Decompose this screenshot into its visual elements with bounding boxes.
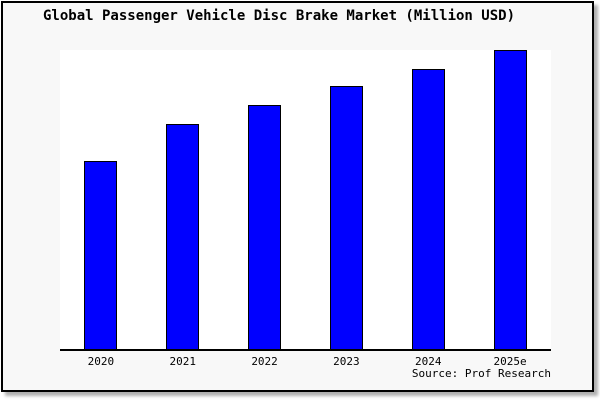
bar-slot (60, 50, 142, 349)
chart-title: Global Passenger Vehicle Disc Brake Mark… (43, 8, 516, 24)
x-tick-label-2021: 2021 (169, 355, 196, 368)
bar-slot (224, 50, 306, 349)
x-tick-label-2024: 2024 (414, 355, 442, 368)
bar-2023 (329, 86, 363, 349)
x-axis-labels: 2020 2021 2022 2023 2024 2025e (60, 355, 551, 368)
x-tick-label-2023: 2023 (333, 355, 360, 368)
x-tick-label-2020: 2020 (87, 355, 115, 368)
x-tick-label-2025e: 2025e (493, 355, 527, 368)
chart-frame: Global Passenger Vehicle Disc Brake Mark… (1, 1, 594, 392)
source-label: Source: Prof Research (411, 367, 551, 380)
bar-slot (305, 50, 387, 349)
plot-area (60, 50, 551, 351)
bar-slot (387, 50, 469, 349)
x-tick-label-2022: 2022 (251, 355, 278, 368)
bar-slot (469, 50, 551, 349)
bar-2024 (411, 69, 445, 349)
bar-slot (142, 50, 224, 349)
bar-2025e (493, 50, 527, 349)
bar-2022 (248, 105, 282, 349)
bar-2020 (84, 161, 118, 349)
bar-2021 (166, 124, 200, 349)
